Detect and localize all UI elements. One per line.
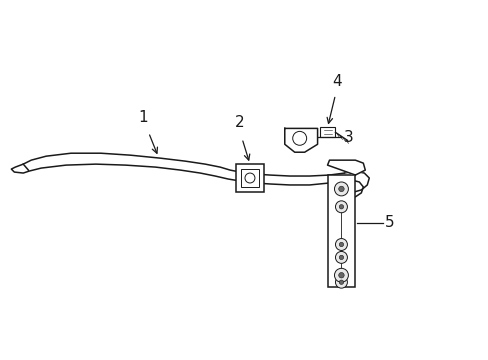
Circle shape	[338, 186, 344, 192]
Text: 5: 5	[385, 215, 394, 230]
Polygon shape	[327, 160, 365, 175]
Bar	[327, 175, 355, 287]
Bar	[236, 164, 264, 192]
Circle shape	[335, 239, 346, 251]
Circle shape	[338, 273, 344, 278]
Circle shape	[339, 242, 343, 247]
Circle shape	[244, 173, 254, 183]
Polygon shape	[284, 129, 317, 152]
Circle shape	[335, 201, 346, 213]
Circle shape	[292, 131, 306, 145]
Circle shape	[334, 182, 347, 196]
Circle shape	[335, 251, 346, 264]
Polygon shape	[11, 164, 29, 173]
Text: 1: 1	[139, 111, 148, 125]
Circle shape	[339, 280, 343, 284]
Circle shape	[334, 268, 347, 282]
Circle shape	[339, 255, 343, 260]
Text: 4: 4	[332, 74, 342, 89]
Circle shape	[335, 276, 346, 288]
Text: 2: 2	[235, 116, 244, 130]
Text: 3: 3	[343, 130, 352, 145]
FancyBboxPatch shape	[319, 127, 335, 137]
Circle shape	[339, 204, 343, 209]
Bar	[241, 169, 258, 187]
